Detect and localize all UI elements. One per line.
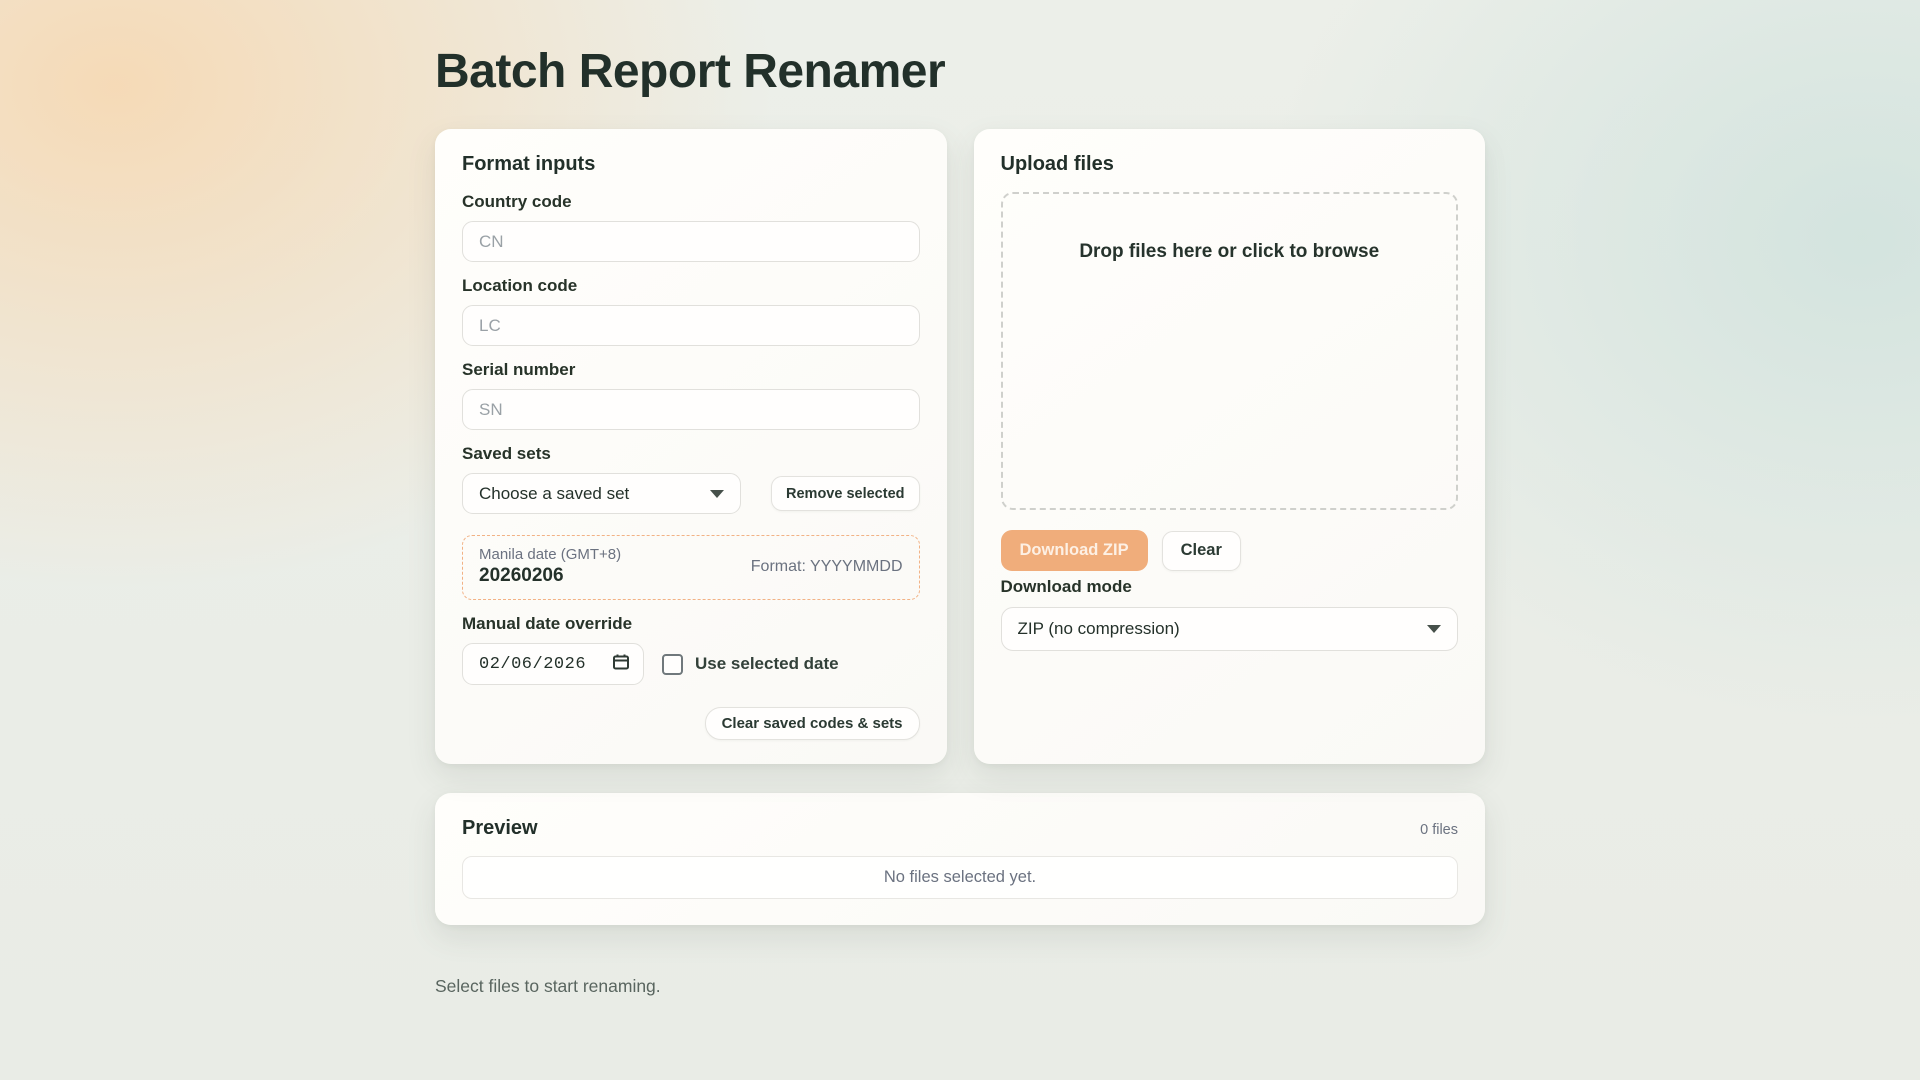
manila-date-box: Manila date (GMT+8) 20260206 Format: YYY…	[462, 535, 920, 600]
country-code-input[interactable]	[462, 221, 920, 262]
use-selected-date-checkbox[interactable]	[662, 653, 683, 675]
manual-date-override-label: Manual date override	[462, 614, 633, 633]
saved-sets-select[interactable]: Choose a saved set	[462, 473, 742, 514]
footer-note: Select files to start renaming.	[435, 976, 661, 996]
preview-header: Preview 0 files	[462, 817, 1458, 840]
calendar-icon[interactable]	[612, 653, 630, 676]
file-count-badge: 0 files	[1420, 822, 1458, 838]
download-actions-row: Download ZIP Clear	[1000, 530, 1459, 571]
date-value: 02/06/2026	[479, 654, 587, 674]
chevron-down-icon	[1427, 625, 1441, 633]
download-mode-selected-value: ZIP (no compression)	[1017, 619, 1180, 638]
clear-saved-row: Clear saved codes & sets	[462, 707, 920, 740]
manila-date-format-note: Format: YYYYMMDD	[750, 557, 903, 575]
upload-files-heading: Upload files	[1000, 153, 1114, 175]
page-container: Batch Report Renamer Format inputs Count…	[435, 0, 1485, 997]
remove-selected-button[interactable]: Remove selected	[771, 476, 920, 511]
serial-number-label: Serial number	[462, 360, 576, 379]
chevron-down-icon	[710, 489, 725, 498]
preview-heading: Preview	[462, 817, 538, 839]
format-inputs-card: Format inputs Country code Location code…	[435, 129, 947, 764]
cards-grid: Format inputs Country code Location code…	[435, 129, 1485, 764]
location-code-input[interactable]	[462, 305, 920, 346]
use-selected-date-label: Use selected date	[695, 654, 839, 673]
clear-saved-codes-button[interactable]: Clear saved codes & sets	[704, 707, 920, 740]
manila-date-label: Manila date (GMT+8)	[479, 546, 622, 563]
serial-number-input[interactable]	[462, 389, 920, 430]
preview-card: Preview 0 files No files selected yet.	[435, 793, 1485, 925]
manila-date-left: Manila date (GMT+8) 20260206	[479, 546, 621, 587]
location-code-label: Location code	[462, 276, 578, 295]
file-dropzone[interactable]: Drop files here or click to browse	[1000, 192, 1458, 510]
use-selected-date-wrap: Use selected date	[662, 653, 839, 675]
saved-sets-selected-value: Choose a saved set	[479, 483, 630, 503]
clear-files-button[interactable]: Clear	[1161, 530, 1241, 571]
download-mode-label: Download mode	[1000, 577, 1132, 596]
download-zip-button[interactable]: Download ZIP	[1000, 530, 1148, 571]
format-inputs-heading: Format inputs	[462, 153, 596, 175]
preview-empty-state: No files selected yet.	[462, 856, 1458, 899]
manila-date-value: 20260206	[479, 565, 564, 586]
saved-sets-label: Saved sets	[462, 444, 551, 463]
download-mode-select[interactable]: ZIP (no compression)	[1000, 607, 1458, 651]
date-picker-input[interactable]: 02/06/2026	[462, 643, 644, 685]
dropzone-text: Drop files here or click to browse	[1079, 241, 1380, 262]
country-code-label: Country code	[462, 192, 572, 211]
saved-sets-row: Choose a saved set Remove selected	[462, 473, 920, 514]
upload-files-card: Upload files Drop files here or click to…	[973, 129, 1485, 764]
page-title: Batch Report Renamer	[435, 45, 946, 98]
manual-date-row: 02/06/2026 Use selected date	[462, 643, 920, 685]
